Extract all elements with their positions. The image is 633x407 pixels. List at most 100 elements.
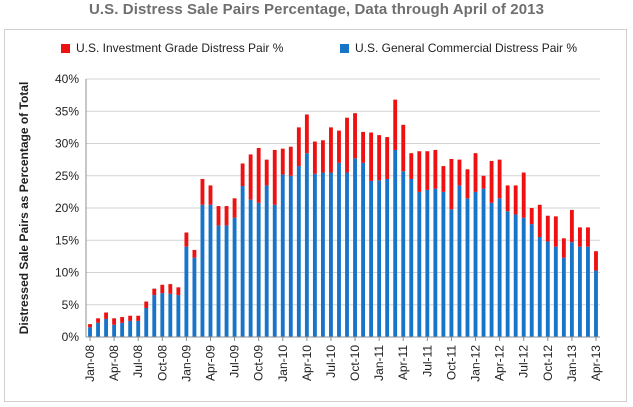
- bar-investment: [112, 318, 117, 325]
- bar-commercial: [320, 172, 325, 337]
- bar-commercial: [465, 198, 470, 337]
- bar-investment: [329, 127, 333, 173]
- legend-swatch-commercial: [340, 44, 349, 53]
- bar-investment: [425, 151, 430, 190]
- bar-commercial: [152, 295, 157, 337]
- bar-investment: [176, 287, 181, 296]
- bar-investment: [417, 151, 422, 192]
- bar-investment: [264, 159, 269, 186]
- bar-commercial: [594, 270, 598, 337]
- bar-commercial: [577, 246, 582, 337]
- bar-investment: [457, 159, 462, 186]
- bar-investment: [505, 185, 510, 212]
- bar-investment: [152, 288, 157, 296]
- bar-commercial: [433, 188, 438, 337]
- bar-investment: [200, 178, 205, 205]
- y-tick-label: 40%: [55, 72, 79, 86]
- bar-investment: [361, 131, 366, 163]
- legend-item-investment: U.S. Investment Grade Distress Pair %: [61, 41, 283, 55]
- bar-commercial: [192, 257, 197, 337]
- x-tick-label: Apr-13: [589, 345, 603, 381]
- bar-commercial: [393, 149, 398, 337]
- bar-commercial: [513, 214, 518, 337]
- x-tick-label: Jan-10: [276, 345, 290, 382]
- bar-investment: [401, 124, 406, 172]
- y-axis-label: Distressed Sale Pairs as Percentage of T…: [17, 82, 31, 335]
- bar-commercial: [312, 173, 317, 337]
- bar-commercial: [112, 324, 117, 337]
- bar-commercial: [505, 211, 510, 337]
- bar-investment: [497, 159, 502, 199]
- bar-investment: [393, 99, 398, 150]
- bar-commercial: [345, 172, 349, 337]
- y-tick-label: 10%: [55, 266, 79, 280]
- bar-investment: [248, 154, 253, 200]
- bar-investment: [208, 185, 213, 205]
- legend-label-investment: U.S. Investment Grade Distress Pair %: [76, 41, 284, 55]
- bar-commercial: [88, 327, 92, 337]
- y-tick-label: 35%: [55, 104, 79, 118]
- x-tick-label: Apr-12: [493, 345, 507, 381]
- x-tick-label: Apr-10: [300, 345, 314, 381]
- bar-investment: [184, 232, 189, 247]
- bar-commercial: [369, 180, 374, 337]
- x-tick-label: Oct-09: [252, 345, 266, 381]
- y-tick-label: 5%: [62, 298, 80, 312]
- bar-commercial: [417, 191, 422, 337]
- x-tick-label: Oct-08: [155, 345, 169, 381]
- bar-commercial: [184, 246, 189, 337]
- bar-commercial: [248, 199, 253, 337]
- bar-commercial: [449, 209, 454, 337]
- x-tick-label: Jan-08: [83, 345, 97, 382]
- bar-commercial: [280, 174, 285, 337]
- bar-commercial: [361, 162, 366, 337]
- bar-investment: [569, 209, 574, 243]
- x-tick-label: Oct-12: [541, 345, 555, 381]
- bar-investment: [521, 172, 526, 218]
- bar-investment: [128, 315, 133, 321]
- bar-investment: [216, 206, 221, 226]
- bar-commercial: [104, 318, 109, 337]
- bar-investment: [256, 148, 261, 203]
- x-tick-label: Jan-12: [469, 345, 483, 382]
- bar-commercial: [409, 178, 414, 337]
- y-tick-label: 0%: [62, 330, 80, 344]
- bar-commercial: [425, 189, 430, 337]
- bar-investment: [337, 130, 341, 163]
- bar-investment: [104, 312, 109, 319]
- x-tick-label: Jul-09: [228, 345, 242, 378]
- bar-commercial: [481, 188, 486, 337]
- bar-commercial: [160, 293, 165, 337]
- bar-investment: [409, 153, 414, 179]
- bar-commercial: [208, 204, 213, 337]
- bar-commercial: [353, 158, 357, 337]
- bar-commercial: [224, 225, 229, 337]
- bar-commercial: [385, 178, 390, 337]
- y-tick-label: 15%: [55, 233, 79, 247]
- bar-investment: [136, 315, 141, 321]
- bar-investment: [561, 238, 566, 258]
- bar-commercial: [288, 175, 293, 337]
- bar-commercial: [168, 293, 173, 337]
- bar-investment: [369, 132, 374, 181]
- bar-investment: [144, 301, 149, 308]
- bar-commercial: [216, 225, 221, 337]
- x-tick-label: Jul-08: [131, 345, 145, 378]
- bar-investment: [168, 284, 173, 294]
- bar-commercial: [521, 217, 526, 337]
- bar-investment: [489, 160, 494, 203]
- bar-investment: [272, 149, 277, 205]
- chart-frame: [4, 29, 627, 402]
- bar-investment: [385, 137, 390, 179]
- bar-investment: [513, 185, 518, 215]
- bar-investment: [441, 166, 446, 192]
- bar-commercial: [136, 320, 141, 337]
- bar-investment: [537, 204, 542, 238]
- bar-investment: [433, 149, 438, 189]
- bar-commercial: [304, 153, 309, 337]
- bar-commercial: [473, 191, 478, 337]
- bar-investment: [280, 148, 285, 175]
- bar-commercial: [569, 242, 574, 337]
- bar-commercial: [200, 204, 205, 337]
